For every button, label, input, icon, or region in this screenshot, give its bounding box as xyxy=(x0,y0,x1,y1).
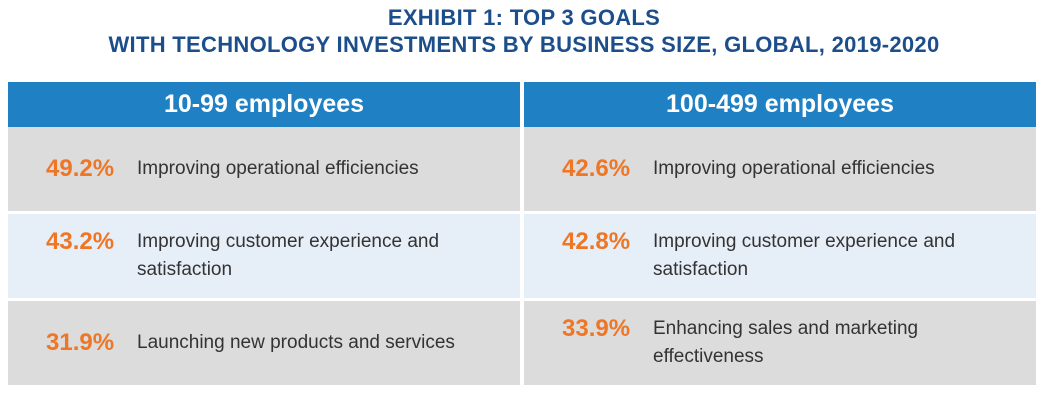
goal-row: 31.9% Launching new products and service… xyxy=(8,301,520,385)
goal-percent: 31.9% xyxy=(46,329,115,356)
column-small-business: 10-99 employees 49.2% Improving operatio… xyxy=(8,82,520,385)
goal-row: 42.6% Improving operational efficiencies xyxy=(524,127,1036,211)
goal-percent: 42.8% xyxy=(562,228,631,255)
goal-label: Launching new products and services xyxy=(137,332,455,353)
goal-label: Improving operational efficiencies xyxy=(653,158,935,179)
goal-percent: 49.2% xyxy=(46,155,115,182)
goal-percent: 43.2% xyxy=(46,228,115,255)
column-medium-business: 100-499 employees 42.6% Improving operat… xyxy=(524,82,1036,385)
goal-label: Improving customer experience and satisf… xyxy=(137,231,440,280)
goal-percent: 33.9% xyxy=(562,315,631,342)
goal-label: Enhancing sales and marketing effectiven… xyxy=(653,318,919,367)
column-header: 100-499 employees xyxy=(524,82,1036,127)
goal-label: Improving operational efficiencies xyxy=(137,158,419,179)
goal-row: 33.9% Enhancing sales and marketing effe… xyxy=(524,301,1036,385)
exhibit-title-line-1: EXHIBIT 1: TOP 3 GOALS xyxy=(387,5,661,30)
column-header: 10-99 employees xyxy=(8,82,520,127)
goal-percent: 42.6% xyxy=(562,155,631,182)
goal-row: 43.2% Improving customer experience and … xyxy=(8,214,520,298)
goal-row: 42.8% Improving customer experience and … xyxy=(524,214,1036,298)
goal-label: Improving customer experience and satisf… xyxy=(653,231,956,280)
goal-row: 49.2% Improving operational efficiencies xyxy=(8,127,520,211)
exhibit-title-line-2: WITH TECHNOLOGY INVESTMENTS BY BUSINESS … xyxy=(108,32,940,57)
